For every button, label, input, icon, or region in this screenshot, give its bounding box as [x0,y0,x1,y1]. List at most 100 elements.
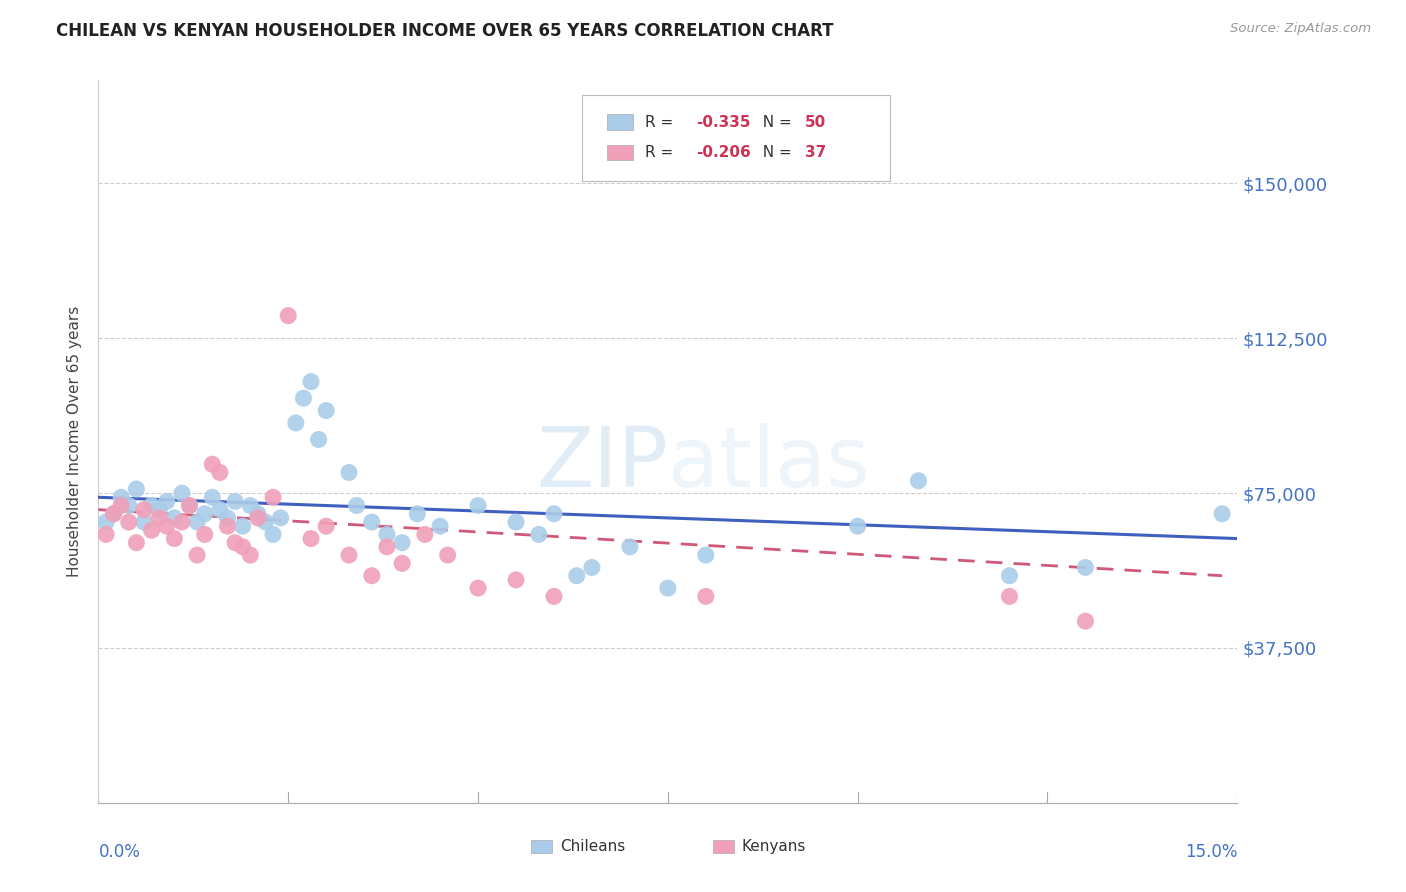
Point [299,375,322,389]
Point [179,499,201,513]
FancyBboxPatch shape [582,95,890,181]
Point [467,499,489,513]
Point [375,527,398,541]
Text: ZIP: ZIP [536,423,668,504]
Point [217,511,239,525]
Text: Chileans: Chileans [560,838,624,854]
Point [156,519,179,533]
Text: atlas: atlas [668,423,869,504]
Point [239,548,262,562]
Point [232,540,254,554]
Point [217,519,239,533]
Point [170,486,193,500]
Point [94,515,117,529]
Point [125,535,148,549]
Point [270,511,292,525]
Point [543,590,565,604]
Point [94,527,117,541]
Point [186,548,208,562]
Point [543,507,565,521]
Point [299,532,322,546]
Point [246,511,269,525]
Point [429,519,451,533]
Point [132,502,155,516]
Point [208,466,231,480]
Point [505,573,527,587]
Point [998,590,1021,604]
Point [292,391,315,405]
Point [170,515,193,529]
Point [201,490,224,504]
Point [315,403,337,417]
Text: 50: 50 [804,115,825,129]
Point [391,535,413,549]
Point [103,507,125,521]
FancyBboxPatch shape [607,114,633,130]
Point [360,515,382,529]
Point [1211,507,1233,521]
Point [391,557,413,571]
Text: Source: ZipAtlas.com: Source: ZipAtlas.com [1230,22,1371,36]
Point [505,515,527,529]
FancyBboxPatch shape [607,145,633,161]
Point [695,590,717,604]
Point [179,499,201,513]
Point [315,519,337,533]
Point [413,527,436,541]
Point [232,519,254,533]
Point [565,568,588,582]
Point [208,502,231,516]
Point [246,507,269,521]
Point [141,499,163,513]
Point [406,507,429,521]
Point [103,507,125,521]
Point [846,519,869,533]
Point [467,581,489,595]
Point [308,433,330,447]
Text: N =: N = [754,145,797,160]
Point [194,527,217,541]
Text: Kenyans: Kenyans [742,838,806,854]
Text: CHILEAN VS KENYAN HOUSEHOLDER INCOME OVER 65 YEARS CORRELATION CHART: CHILEAN VS KENYAN HOUSEHOLDER INCOME OVE… [56,22,834,40]
Point [163,532,186,546]
Point [262,527,284,541]
Point [239,499,262,513]
Point [360,568,382,582]
Text: -0.335: -0.335 [696,115,751,129]
Point [125,482,148,496]
Point [1074,614,1097,628]
Text: R =: R = [645,115,678,129]
Point [163,511,186,525]
Point [110,499,132,513]
Text: -0.206: -0.206 [696,145,751,160]
Point [262,490,284,504]
Point [224,494,246,508]
Text: 0.0%: 0.0% [98,843,141,861]
Point [148,502,170,516]
Point [337,548,360,562]
Point [337,466,360,480]
Point [254,515,277,529]
Point [118,499,141,513]
Y-axis label: Householder Income Over 65 years: Householder Income Over 65 years [67,306,83,577]
Point [1074,560,1097,574]
Point [619,540,641,554]
Point [998,568,1021,582]
Text: 37: 37 [804,145,825,160]
Point [201,457,224,471]
Point [148,511,170,525]
Point [132,515,155,529]
Point [118,515,141,529]
Point [110,490,132,504]
Text: 15.0%: 15.0% [1185,843,1237,861]
Point [436,548,458,562]
Point [527,527,550,541]
Point [156,494,179,508]
Point [695,548,717,562]
Text: R =: R = [645,145,678,160]
Point [907,474,929,488]
FancyBboxPatch shape [713,839,734,853]
Text: N =: N = [754,115,797,129]
Point [277,309,299,323]
FancyBboxPatch shape [531,839,551,853]
